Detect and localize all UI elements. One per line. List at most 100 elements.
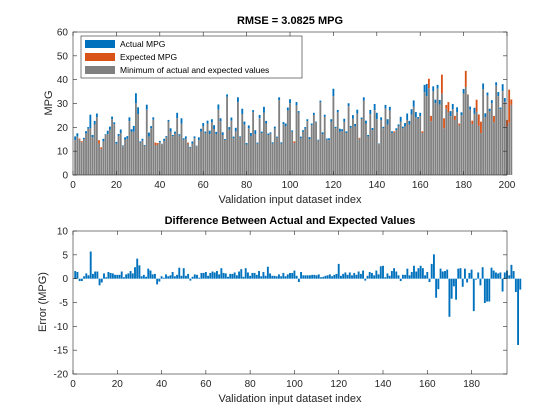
bottom-chart-title: Difference Between Actual and Expected V… [165, 215, 416, 227]
top-bar-max [213, 125, 215, 129]
top-bar-max [143, 144, 146, 146]
bottom-bars [74, 251, 522, 345]
top-bar-min [228, 129, 231, 175]
top-bar-max [445, 104, 448, 109]
error-bar [266, 266, 269, 279]
top-bar-max [497, 92, 500, 97]
top-bar-min [412, 106, 415, 175]
error-bar [435, 278, 438, 298]
error-bar [251, 272, 254, 279]
legend-box [80, 35, 303, 79]
top-bar-max [104, 134, 107, 135]
error-bar [404, 274, 407, 279]
error-bar [494, 272, 497, 279]
error-bar [466, 278, 469, 283]
top-bar-max [165, 136, 168, 138]
top-bar-max [454, 115, 456, 120]
error-bar [233, 272, 236, 279]
top-bar-min [477, 125, 480, 175]
top-x-tick-label: 40 [154, 180, 166, 191]
top-bar-max [423, 84, 426, 93]
error-bar [519, 278, 522, 290]
top-bar-min [310, 125, 313, 175]
top-bar-min [137, 113, 140, 175]
top-y-axis-label: MPG [43, 90, 55, 115]
error-bar [481, 267, 484, 279]
error-bar [85, 273, 88, 279]
error-bar [91, 273, 94, 279]
error-bar [187, 273, 190, 279]
top-bar-min [358, 138, 361, 175]
top-bar-max [115, 141, 118, 144]
error-bar [399, 278, 402, 282]
top-bar-min [362, 100, 365, 175]
top-bar-min [232, 138, 235, 175]
top-bar-min [406, 119, 409, 175]
top-bar-min [165, 137, 168, 175]
top-bar-min [440, 93, 443, 175]
bottom-x-tick-label: 160 [419, 379, 436, 390]
error-bar [105, 277, 108, 279]
top-bar-min [213, 129, 215, 175]
top-bar-min [171, 136, 174, 175]
top-bar-max [449, 111, 452, 117]
top-bar-max [89, 114, 92, 129]
top-bar-min [93, 124, 96, 175]
top-bar-max [462, 88, 465, 94]
top-bar-min [434, 103, 437, 175]
top-bar-min [304, 128, 307, 175]
top-bar-min [302, 131, 304, 175]
top-bar-max [191, 141, 194, 144]
top-bar-max [148, 132, 150, 137]
bottom-y-tick-label: -10 [54, 322, 69, 333]
bottom-chart: Difference Between Actual and Expected V… [37, 215, 522, 405]
error-bar [207, 275, 210, 279]
error-bar [78, 278, 81, 282]
error-bar [142, 274, 145, 279]
top-bar-max [477, 114, 480, 126]
top-bar-max [488, 108, 491, 112]
error-bar [182, 268, 185, 279]
error-bar [499, 272, 502, 279]
error-bar [74, 271, 77, 279]
top-bar-min [414, 117, 417, 175]
error-bar [424, 275, 427, 279]
top-bar-min [128, 121, 131, 175]
bottom-x-tick-label: 180 [463, 379, 480, 390]
top-bar-min [464, 87, 467, 175]
error-bar [415, 271, 418, 279]
error-bar [397, 275, 400, 279]
top-bar-min [210, 122, 213, 175]
top-bar-min [197, 140, 200, 175]
top-bar-max [408, 120, 411, 125]
top-bar-max [430, 115, 432, 122]
error-bar [382, 265, 384, 279]
top-bar-min [369, 113, 372, 175]
error-bar [408, 275, 411, 279]
top-x-tick-label: 140 [368, 180, 385, 191]
top-bar-max [499, 107, 502, 110]
top-bar-max [180, 118, 183, 124]
top-bar-min [315, 122, 317, 175]
top-bar-min [226, 96, 228, 175]
top-bar-max [397, 124, 400, 127]
top-bar-max [475, 99, 478, 112]
top-bar-min [169, 131, 172, 175]
top-bar-min [132, 131, 135, 175]
top-x-axis-label: Validation input dataset index [219, 194, 362, 206]
error-bar [331, 276, 334, 279]
top-x-tick-label: 180 [455, 180, 472, 191]
top-bar-min [430, 121, 432, 175]
top-bar-min [237, 102, 239, 175]
error-bar [145, 276, 148, 279]
error-bar [366, 275, 369, 279]
bottom-x-tick-label: 20 [112, 379, 124, 390]
error-bar [240, 269, 243, 279]
top-bar-max [276, 136, 278, 138]
error-bar [357, 271, 360, 279]
error-bar [275, 276, 278, 279]
top-bar-max [338, 128, 341, 132]
top-bar-min [100, 149, 103, 175]
error-bar [235, 275, 238, 279]
top-bar-max [128, 117, 131, 122]
